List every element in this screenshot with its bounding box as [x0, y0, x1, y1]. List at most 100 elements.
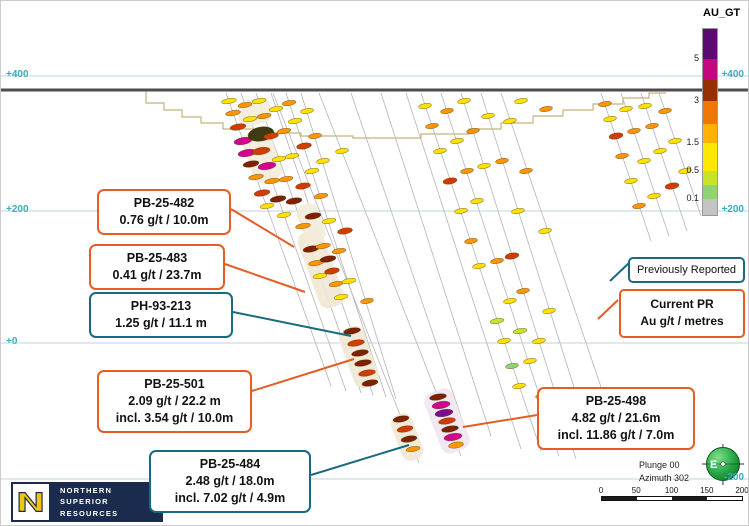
compass-east-label: E [710, 459, 717, 471]
assay-interval [278, 175, 294, 183]
callout-assay-line: 0.41 g/t / 23.7m [112, 267, 202, 282]
compass-widget: E [702, 444, 744, 491]
logo-line: RESOURCES [60, 508, 119, 518]
callout-PB-25-498: PB-25-498 4.82 g/t / 21.6m incl. 11.86 g/t… [537, 387, 695, 450]
legend-threshold-label: 3 [693, 95, 699, 105]
assay-interval [360, 297, 374, 305]
assay-interval [542, 307, 556, 315]
assay-interval [505, 362, 519, 370]
assay-interval [425, 122, 439, 130]
assay-interval [668, 137, 682, 145]
elevation-label: -200 [723, 472, 744, 483]
assay-interval [343, 327, 361, 335]
assay-interval [460, 167, 474, 175]
assay-interval [615, 152, 629, 160]
assay-interval [347, 339, 365, 347]
assay-interval [358, 369, 376, 377]
assay-interval [658, 107, 672, 115]
assay-interval [333, 293, 349, 301]
assay-interval [523, 357, 537, 365]
previously-reported-label: Previously Reported [636, 264, 737, 276]
assay-interval [433, 147, 447, 155]
assay-interval [645, 122, 659, 130]
assay-interval [638, 102, 652, 110]
assay-interval [221, 97, 237, 105]
assay-interval [295, 222, 311, 230]
logo-line: NORTHERN [60, 485, 113, 495]
drillhole-trace [350, 92, 467, 432]
assay-interval [512, 382, 526, 390]
legend-title: AU_GT [703, 7, 741, 19]
legend-band [703, 80, 717, 101]
assay-interval [354, 359, 372, 367]
logo-line: SUPERIOR [60, 497, 109, 507]
callout-leader-line [609, 261, 631, 282]
legend-band [703, 199, 717, 215]
callout-PB-25-483: PB-25-483 0.41 g/t / 23.7m [89, 244, 225, 290]
callout-hole-id: PB-25-498 [585, 394, 647, 408]
assay-interval [263, 132, 279, 140]
assay-interval [324, 267, 340, 275]
logo-text: NORTHERN SUPERIOR RESOURCES [51, 482, 163, 522]
assay-interval [400, 435, 418, 443]
assay-interval [434, 408, 454, 418]
callout-hole-id: PB-25-501 [144, 377, 205, 391]
assay-interval [450, 137, 464, 145]
callout-leader-line [232, 311, 352, 337]
legend-band [703, 143, 717, 171]
previously-reported-key: Previously Reported [628, 257, 745, 283]
assay-interval [457, 97, 471, 105]
company-logo: NORTHERN SUPERIOR RESOURCES [11, 482, 163, 522]
compass-icon: E [702, 444, 744, 485]
assay-interval [538, 227, 552, 235]
assay-interval [429, 393, 447, 401]
drillhole-trace [600, 92, 652, 242]
assay-interval [316, 157, 330, 165]
legend-threshold-label: 5 [693, 53, 699, 63]
assay-interval [253, 189, 271, 197]
callout-assay-line: 2.09 g/t / 22.2 m [128, 393, 221, 408]
assay-interval [497, 337, 511, 345]
legend-band [703, 29, 717, 59]
drillhole-trace [480, 92, 592, 442]
scale-segment [602, 497, 637, 500]
assay-interval [664, 182, 680, 190]
elevation-label: +0 [6, 336, 18, 347]
assay-interval [632, 202, 646, 210]
callout-leader-line [462, 414, 538, 428]
assay-interval [341, 277, 357, 285]
assay-interval [242, 160, 260, 168]
assay-interval [285, 197, 303, 205]
assay-interval [269, 195, 287, 203]
assay-interval [431, 400, 451, 410]
drillhole-trace [640, 92, 688, 232]
scale-bar-segments [601, 496, 743, 501]
assay-interval [490, 257, 504, 265]
assay-interval [319, 255, 337, 263]
assay-interval [454, 207, 468, 215]
assay-interval [300, 107, 314, 115]
assay-interval [251, 97, 267, 105]
assay-interval [516, 287, 530, 295]
assay-interval [257, 161, 277, 171]
assay-interval [489, 317, 505, 325]
scale-tick-label: 0 [598, 486, 604, 495]
assay-interval [539, 105, 553, 113]
assay-interval [251, 146, 271, 156]
assay-interval [331, 247, 347, 255]
assay-interval [405, 445, 421, 453]
callout-assay-line: 0.76 g/t / 10.0m [119, 212, 209, 227]
scale-segment [637, 497, 672, 500]
legend-band [703, 101, 717, 124]
drillhole-trace [500, 92, 617, 432]
assay-interval [503, 297, 517, 305]
assay-interval [511, 207, 525, 215]
scale-tick-label: 150 [700, 486, 714, 495]
assay-interval [440, 107, 454, 115]
assay-interval [304, 167, 320, 175]
scale-segment [707, 497, 742, 500]
scale-bar: 0 50 100 150 200 [598, 486, 748, 501]
assay-interval [619, 105, 633, 113]
callout-assay-line: incl. 11.86 g/t / 7.0m [557, 427, 675, 442]
